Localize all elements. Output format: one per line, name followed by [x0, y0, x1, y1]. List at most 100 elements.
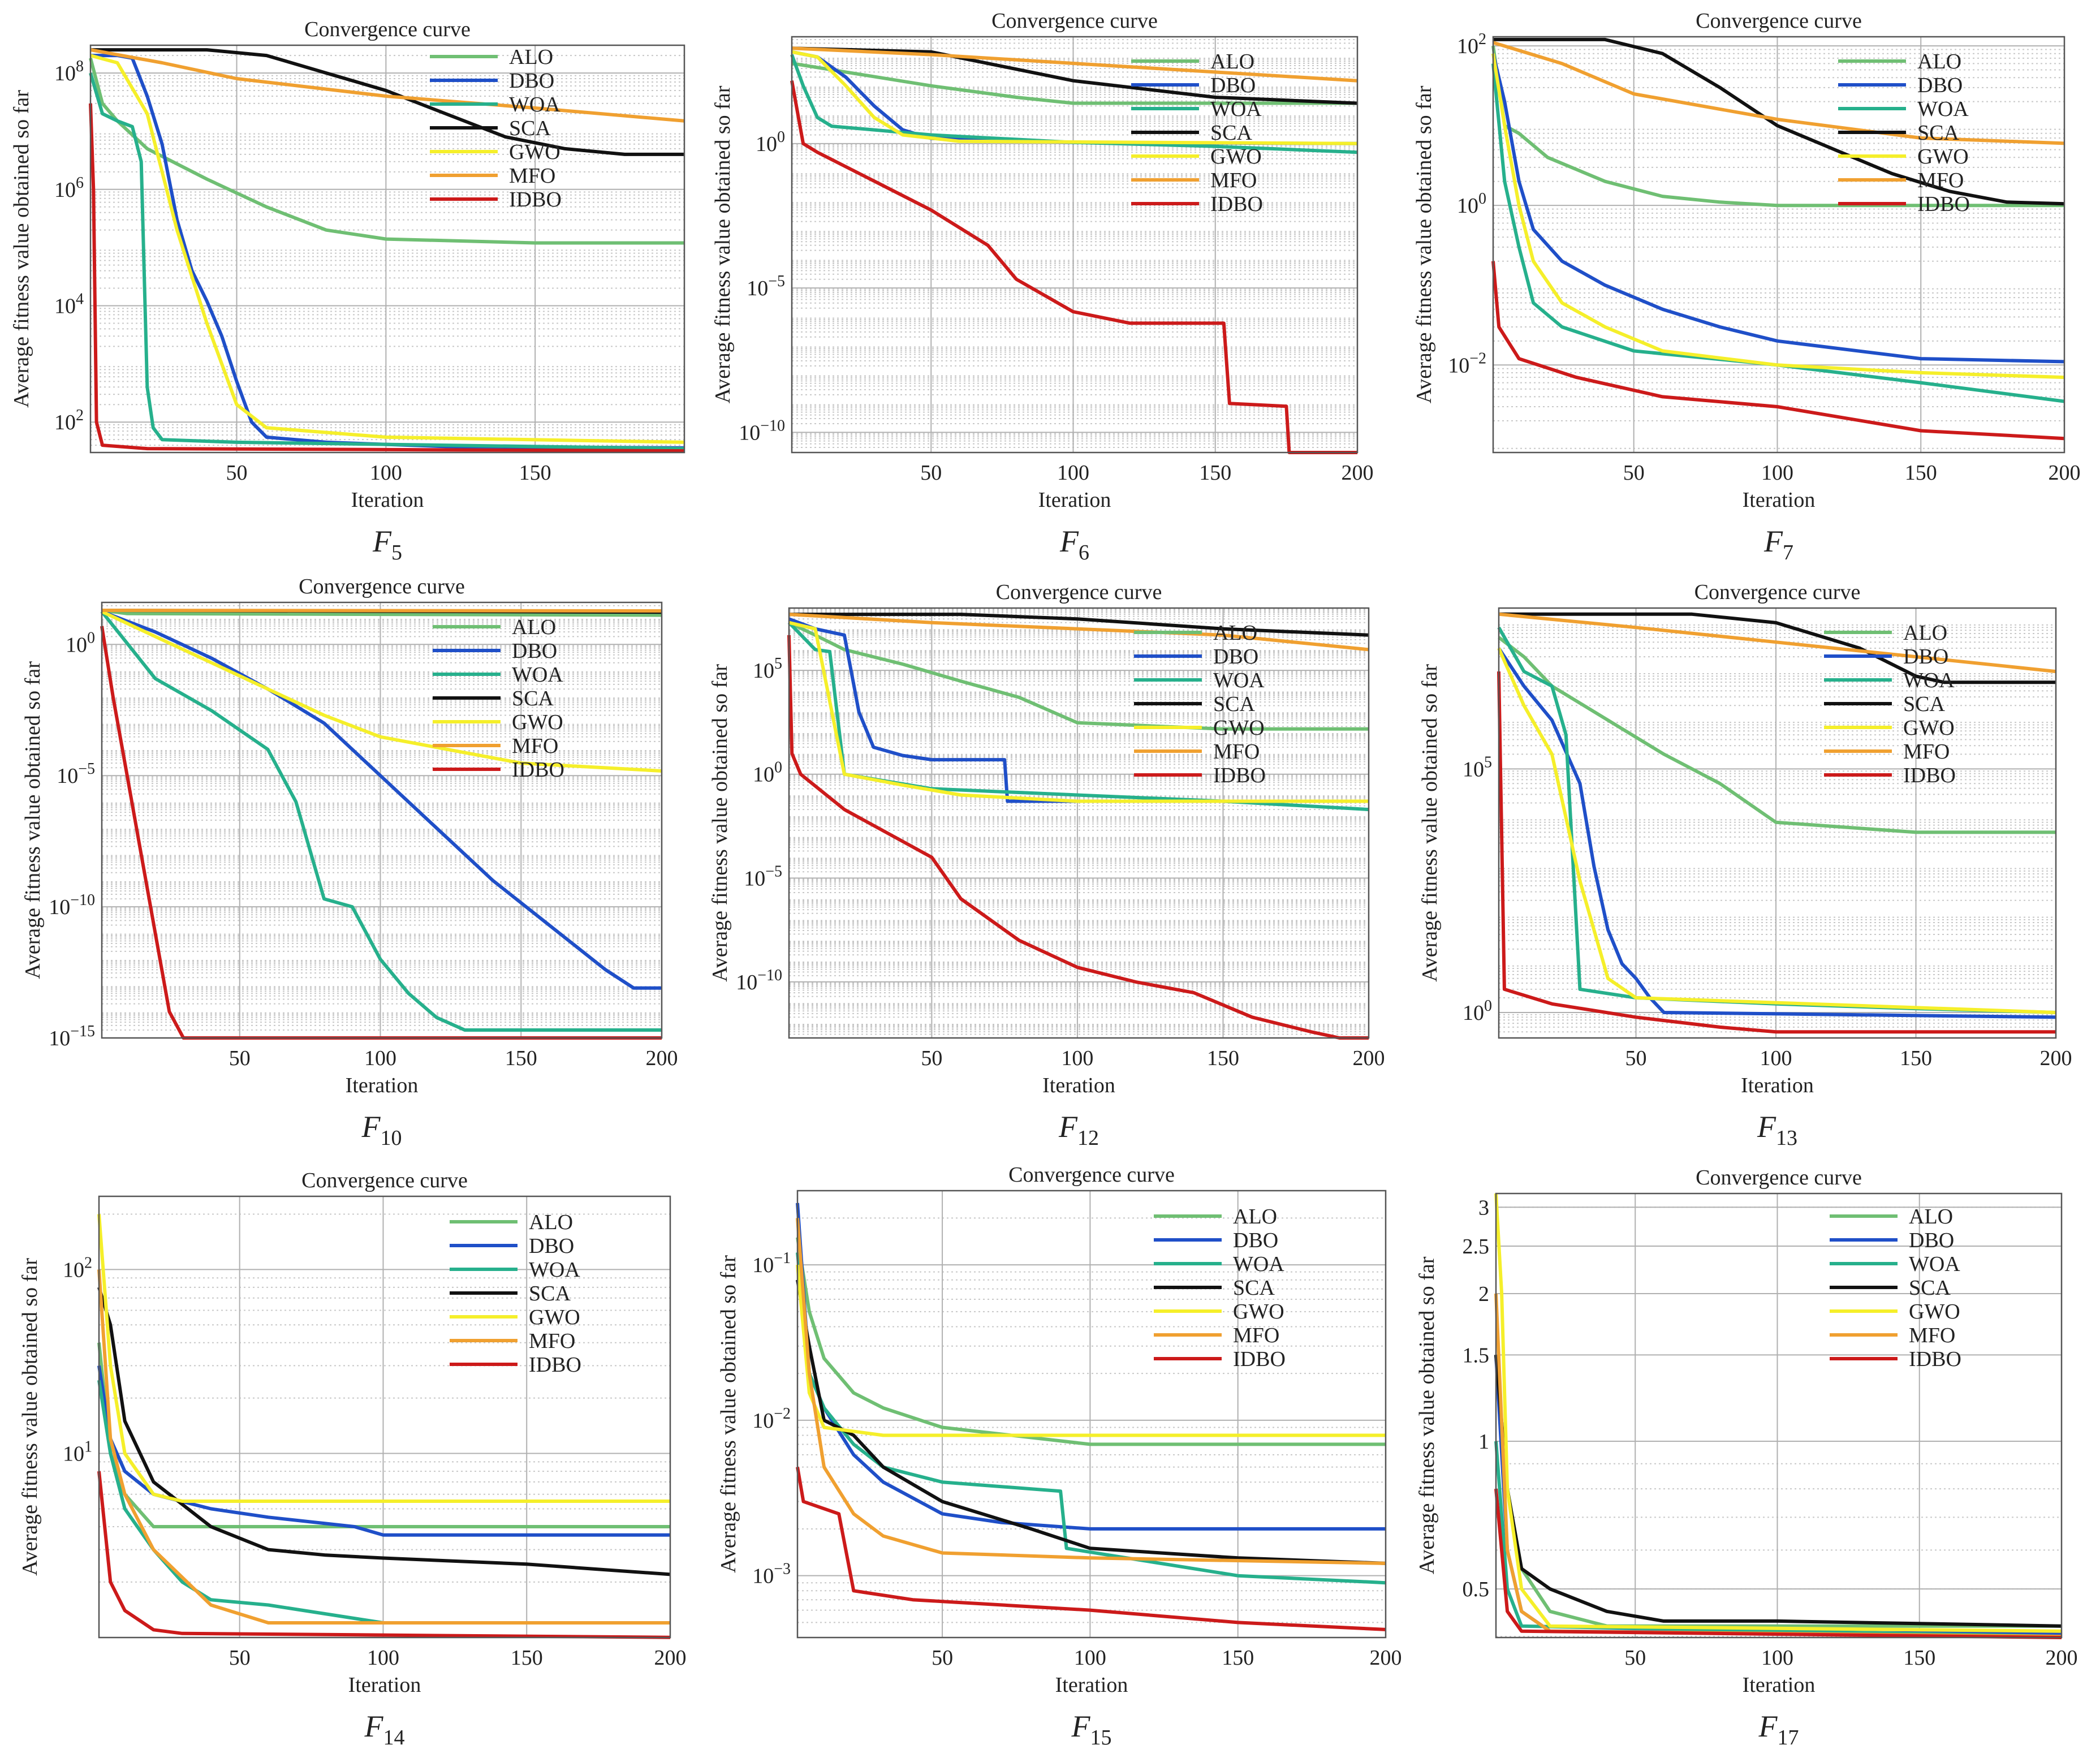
series-line-alo [796, 1237, 1386, 1446]
panel-caption: F7 [1763, 524, 1793, 565]
series-line-gwo [90, 54, 685, 444]
chart-title: Convergence curve [1696, 9, 1862, 33]
y-tick-base: 10 [66, 633, 87, 657]
y-tick-exponent: 2 [1478, 31, 1486, 48]
y-tick-exponent: 4 [76, 291, 84, 308]
y-tick-label: 10−3 [752, 1561, 791, 1588]
legend-label-mfo: MFO [1213, 740, 1260, 764]
panel-caption: F10 [361, 1110, 402, 1150]
y-tick-base: 10 [747, 277, 768, 300]
series-line-sca [789, 613, 1369, 637]
series-line-idbo [790, 80, 1357, 454]
legend-label-sca: SCA [512, 687, 554, 710]
y-tick-exponent: −5 [78, 760, 95, 778]
legend-label-dbo: DBO [512, 639, 557, 663]
y-tick-base: 10 [756, 132, 777, 156]
series-line-idbo [89, 103, 685, 453]
series-group [787, 613, 1369, 1040]
y-axis-label: Average fitness value obtained so far [1415, 1256, 1439, 1574]
legend-label-sca: SCA [1233, 1276, 1275, 1300]
series-group [1491, 37, 2065, 441]
legend-label-dbo: DBO [1210, 74, 1256, 97]
series-line-mfo [101, 609, 662, 613]
legend-label-mfo: MFO [1909, 1324, 1955, 1347]
y-tick-base: 10 [739, 421, 760, 445]
plot-frame [796, 1190, 1387, 1639]
y-tick-base: 10 [54, 178, 76, 202]
x-tick-label: 200 [2040, 1046, 2072, 1070]
series-line-mfo [796, 1218, 1386, 1565]
series-line-sca [1493, 37, 2065, 206]
y-tick-base: 10 [1448, 354, 1469, 377]
y-tick-base: 10 [1463, 757, 1484, 781]
x-tick-label: 150 [505, 1046, 537, 1070]
x-tick-label: 200 [654, 1646, 687, 1670]
y-tick-exponent: −10 [760, 417, 785, 434]
legend-label-dbo: DBO [1903, 645, 1948, 669]
x-tick-label: 200 [1370, 1646, 1402, 1670]
x-tick-label: 100 [1761, 461, 1793, 485]
caption-main: F [1059, 524, 1079, 558]
x-tick-label: 100 [1760, 1046, 1792, 1070]
panel-caption: F12 [1058, 1110, 1099, 1150]
series-group [796, 1203, 1386, 1631]
y-tick-base: 10 [54, 411, 76, 434]
legend-label-dbo: DBO [509, 69, 554, 93]
y-tick-label: 101 [63, 1438, 92, 1466]
series-line-dbo [101, 610, 662, 990]
panel-caption: F17 [1758, 1709, 1799, 1745]
legend-label-sca: SCA [1909, 1276, 1951, 1300]
legend-label-idbo: IDBO [1903, 764, 1956, 787]
legend-label-idbo: IDBO [512, 758, 564, 782]
series-line-dbo [1491, 53, 2065, 364]
y-tick-label: 10−10 [739, 417, 785, 445]
legend-label-dbo: DBO [529, 1234, 574, 1258]
legend-label-woa: WOA [509, 93, 560, 117]
legend-label-idbo: IDBO [1909, 1347, 1961, 1371]
series-line-mfo [788, 613, 1369, 652]
caption-subscript: 7 [1783, 541, 1793, 565]
caption-subscript: 15 [1090, 1726, 1112, 1745]
y-tick-label: 3 [1478, 1196, 1489, 1220]
x-axis-label: Iteration [1055, 1673, 1128, 1697]
legend-label-gwo: GWO [512, 710, 563, 734]
y-tick-exponent: 1 [84, 1438, 92, 1456]
legend-label-mfo: MFO [509, 164, 555, 188]
y-tick-label: 100 [66, 629, 95, 657]
y-tick-exponent: 0 [774, 759, 782, 777]
x-tick-label: 150 [1199, 461, 1231, 485]
plot-frame [101, 601, 663, 1039]
series-line-idbo [796, 1467, 1386, 1631]
y-tick-exponent: −2 [1469, 350, 1486, 367]
series-line-idbo [97, 1471, 671, 1639]
y-tick-exponent: 0 [1478, 190, 1486, 208]
legend-label-mfo: MFO [1210, 169, 1257, 192]
chart-title: Convergence curve [996, 580, 1162, 604]
legend-label-idbo: IDBO [1213, 764, 1266, 787]
y-tick-label: 105 [753, 655, 782, 683]
y-tick-exponent: 5 [774, 655, 782, 673]
y-tick-label: 105 [1463, 753, 1492, 781]
legend-label-woa: WOA [1903, 669, 1955, 692]
x-axis-label: Iteration [1743, 1673, 1816, 1697]
x-axis-label: Iteration [1743, 488, 1816, 512]
y-tick-exponent: −10 [70, 891, 95, 909]
plot-frame [1492, 36, 2065, 454]
series-line-woa [1494, 1441, 2062, 1639]
y-axis-label: Average fitness value obtained so far [10, 90, 33, 408]
y-tick-label: 10−2 [1448, 350, 1486, 377]
series-line-mfo [1493, 41, 2065, 145]
plot-area [90, 45, 684, 453]
x-tick-label: 50 [229, 1646, 251, 1670]
y-tick-label: 1 [1478, 1430, 1489, 1454]
x-tick-label: 50 [921, 1046, 942, 1070]
y-tick-label: 2 [1478, 1282, 1489, 1306]
y-tick-exponent: 0 [777, 128, 785, 146]
caption-main: F [361, 1110, 381, 1144]
plot-frame [788, 607, 1370, 1039]
series-line-sca [97, 1287, 671, 1576]
